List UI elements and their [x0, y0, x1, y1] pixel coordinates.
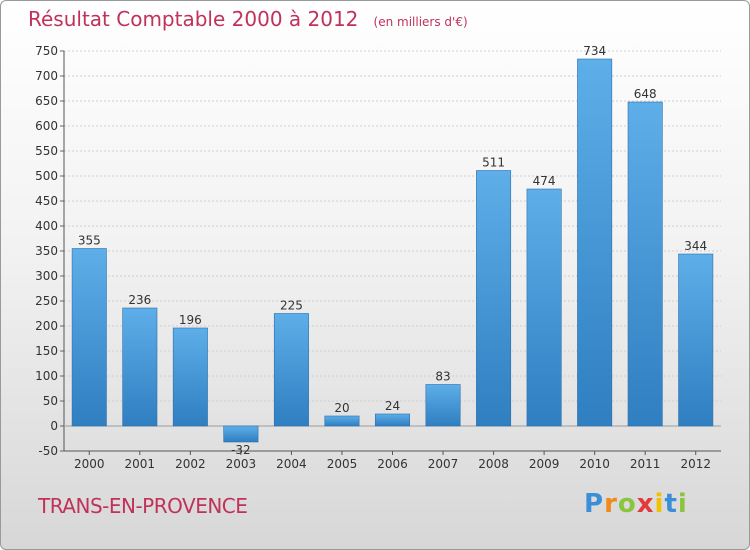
logo-letter: P: [584, 489, 605, 519]
logo-letter: r: [604, 489, 618, 519]
y-tick-label: 150: [35, 344, 58, 358]
chart-title-block: Résultat Comptable 2000 à 2012 (en milli…: [28, 7, 468, 31]
data-label: 20: [334, 401, 349, 415]
y-tick-label: 600: [35, 119, 58, 133]
y-tick-label: 700: [35, 69, 58, 83]
x-tick-label: 2010: [579, 457, 610, 471]
bar: [122, 307, 158, 427]
y-tick-label: 300: [35, 269, 58, 283]
data-label: 24: [385, 399, 400, 413]
bar: [223, 425, 259, 443]
y-tick-label: 450: [35, 194, 58, 208]
bar: [71, 248, 107, 427]
y-tick-label: -50: [38, 444, 58, 458]
data-label: 474: [533, 174, 556, 188]
y-tick-label: 100: [35, 369, 58, 383]
x-tick-label: 2007: [428, 457, 459, 471]
data-label: -32: [231, 443, 251, 457]
bar: [678, 253, 714, 427]
y-tick-label: 0: [50, 419, 58, 433]
x-tick-label: 2000: [74, 457, 105, 471]
x-tick-label: 2005: [327, 457, 358, 471]
y-tick-label: 750: [35, 44, 58, 58]
data-label: 511: [482, 156, 505, 170]
bar: [425, 384, 461, 427]
y-tick-label: 250: [35, 294, 58, 308]
x-tick-label: 2006: [377, 457, 408, 471]
y-tick-label: 350: [35, 244, 58, 258]
x-tick-label: 2011: [630, 457, 661, 471]
data-label: 648: [634, 87, 657, 101]
chart-title: Résultat Comptable 2000 à 2012: [28, 7, 359, 31]
x-tick-label: 2003: [226, 457, 257, 471]
y-tick-label: 650: [35, 94, 58, 108]
bar: [375, 413, 410, 427]
bar: [526, 188, 562, 427]
x-tick-label: 2001: [125, 457, 156, 471]
data-label: 355: [78, 234, 101, 248]
logo-letter: o: [617, 489, 637, 519]
data-label: 734: [583, 44, 606, 58]
place-name: TRANS-EN-PROVENCE: [38, 494, 248, 518]
chart-unit: (en milliers d'€): [373, 15, 468, 29]
data-label: 225: [280, 299, 303, 313]
logo-letter: i: [677, 489, 688, 519]
y-tick-label: 200: [35, 319, 58, 333]
bar: [273, 313, 309, 427]
bar: [627, 101, 663, 427]
data-label: 344: [684, 239, 707, 253]
logo-letter: x: [636, 489, 655, 519]
proxiti-logo: Proxiti: [584, 489, 688, 519]
data-label: 83: [435, 370, 450, 384]
bar: [476, 170, 512, 427]
logo-letter: i: [654, 489, 665, 519]
bar: [172, 327, 208, 427]
data-label: 236: [128, 293, 151, 307]
data-label: 196: [179, 313, 202, 327]
x-tick-label: 2009: [529, 457, 560, 471]
logo-letter: t: [664, 489, 678, 519]
bar: [577, 58, 613, 427]
x-tick-label: 2012: [680, 457, 711, 471]
y-tick-label: 550: [35, 144, 58, 158]
y-tick-label: 400: [35, 219, 58, 233]
x-tick-label: 2008: [478, 457, 509, 471]
x-tick-label: 2002: [175, 457, 206, 471]
x-tick-label: 2004: [276, 457, 307, 471]
y-tick-label: 500: [35, 169, 58, 183]
bar: [324, 415, 360, 427]
y-tick-label: 50: [43, 394, 58, 408]
